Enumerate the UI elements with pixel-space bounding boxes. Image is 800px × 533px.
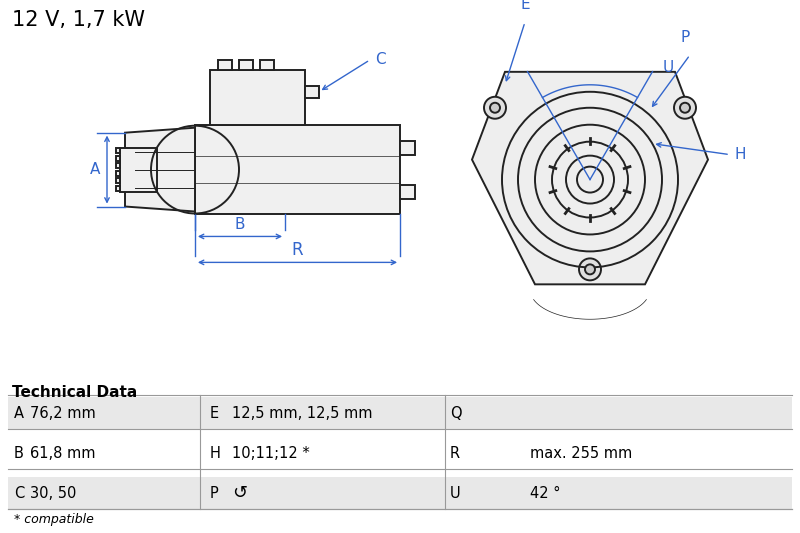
Text: * compatible: * compatible: [14, 513, 94, 526]
Text: 76,2 mm: 76,2 mm: [30, 406, 96, 421]
Bar: [218, 60, 232, 70]
Text: 42 °: 42 °: [530, 486, 561, 500]
Text: Technical Data: Technical Data: [12, 385, 138, 400]
Text: A: A: [90, 162, 100, 177]
Text: 12 V, 1,7 kW: 12 V, 1,7 kW: [12, 10, 145, 30]
Bar: [305, 86, 319, 98]
Circle shape: [674, 97, 696, 119]
Polygon shape: [125, 128, 195, 212]
Text: max. 255 mm: max. 255 mm: [530, 446, 632, 461]
Text: P: P: [680, 30, 690, 45]
Text: U: U: [663, 60, 674, 75]
Circle shape: [579, 259, 601, 280]
Circle shape: [585, 264, 595, 274]
Bar: [400, 184, 415, 198]
Bar: [239, 60, 253, 70]
Text: B: B: [234, 217, 246, 232]
Bar: [210, 70, 305, 125]
Circle shape: [490, 103, 500, 113]
Text: U: U: [450, 486, 461, 500]
Text: P: P: [210, 486, 218, 500]
Text: 10;11;12 *: 10;11;12 *: [232, 446, 310, 461]
Text: B: B: [14, 446, 24, 461]
Bar: [400, 141, 415, 155]
Bar: [8, 397, 792, 429]
Bar: [260, 60, 274, 70]
Bar: [195, 125, 400, 214]
Text: 12,5 mm, 12,5 mm: 12,5 mm, 12,5 mm: [232, 406, 373, 421]
Bar: [120, 148, 157, 191]
Text: A: A: [14, 406, 24, 421]
Text: Q: Q: [450, 406, 462, 421]
Bar: [116, 156, 120, 161]
Text: 30, 50: 30, 50: [30, 486, 76, 500]
Text: C: C: [14, 486, 24, 500]
Text: H: H: [210, 446, 221, 461]
Text: R: R: [292, 241, 303, 260]
Circle shape: [680, 103, 690, 113]
Circle shape: [484, 97, 506, 119]
Text: 61,8 mm: 61,8 mm: [30, 446, 95, 461]
Bar: [8, 437, 792, 469]
Text: E: E: [520, 0, 530, 12]
Polygon shape: [472, 72, 708, 284]
Text: C: C: [375, 52, 386, 67]
Bar: [116, 171, 120, 176]
Bar: [116, 148, 120, 153]
Bar: [116, 163, 120, 168]
Bar: [116, 186, 120, 191]
Bar: [116, 179, 120, 183]
Text: E: E: [210, 406, 219, 421]
Text: ↺: ↺: [232, 484, 247, 502]
Bar: [8, 477, 792, 509]
Text: R: R: [450, 446, 460, 461]
Text: H: H: [735, 147, 746, 162]
